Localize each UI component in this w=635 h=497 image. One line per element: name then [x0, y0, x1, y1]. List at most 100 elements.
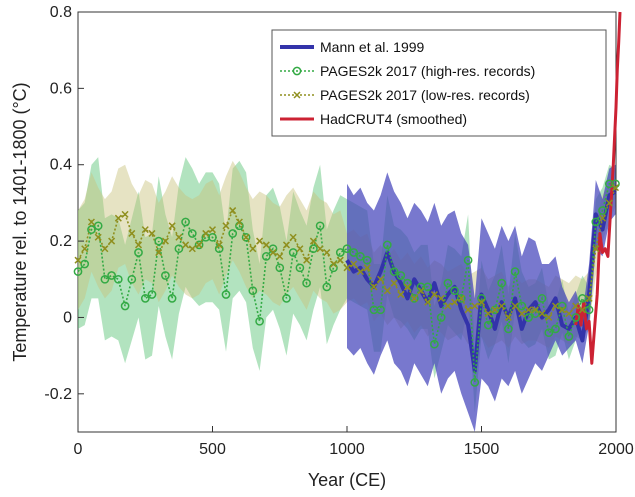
point-pages-high — [551, 324, 560, 334]
point-pages-low — [148, 229, 156, 237]
legend: Mann et al. 1999 PAGES2k 2017 (high-res. … — [271, 29, 607, 137]
legend-label: HadCRUT4 (smoothed) — [320, 111, 467, 127]
point-pages-low — [457, 294, 465, 302]
point-pages-low — [94, 233, 102, 241]
point-pages-high — [430, 339, 439, 349]
point-pages-high — [564, 332, 574, 341]
point-pages-low — [511, 302, 519, 310]
point-pages-low — [141, 226, 149, 234]
point-pages-low — [208, 226, 217, 234]
point-pages-low — [108, 237, 116, 245]
point-pages-low — [175, 233, 183, 241]
point-pages-low — [518, 310, 526, 318]
point-pages-low — [188, 245, 196, 253]
point-pages-low — [578, 306, 586, 314]
point-pages-high — [147, 290, 157, 299]
point-pages-low — [390, 279, 398, 287]
point-pages-high — [456, 294, 466, 303]
point-pages-high — [208, 232, 217, 242]
point-pages-low — [531, 306, 539, 314]
point-pages-low — [215, 241, 223, 249]
point-pages-high — [309, 244, 318, 254]
point-pages-low — [437, 294, 445, 302]
point-pages-high — [490, 305, 500, 315]
point-pages-high — [335, 248, 345, 257]
y-tick-label: 0.2 — [50, 233, 72, 250]
point-pages-low — [262, 241, 270, 249]
y-axis-label: Temperature rel. to 1401-1800 (°C) — [10, 82, 30, 361]
point-pages-low — [182, 241, 190, 249]
point-pages-low — [155, 249, 163, 257]
point-pages-high — [134, 248, 143, 257]
point-pages-high — [87, 225, 96, 234]
x-tick-label: 500 — [199, 441, 226, 458]
y-tick-label: 0.4 — [50, 157, 72, 174]
point-pages-low — [444, 302, 452, 310]
point-pages-low — [498, 302, 506, 310]
point-pages-high — [282, 294, 291, 303]
point-pages-low — [383, 287, 391, 295]
point-pages-low — [484, 310, 492, 318]
point-pages-low — [114, 214, 122, 222]
point-pages-low — [491, 306, 499, 314]
x-axis-ticks: 0 500 1000 1500 2000 — [74, 426, 634, 458]
series-markers — [73, 179, 620, 387]
point-pages-high — [544, 328, 554, 338]
x-tick-label: 2000 — [598, 441, 634, 458]
point-pages-low — [330, 260, 338, 268]
point-pages-high — [409, 294, 419, 303]
point-pages-low — [403, 283, 412, 291]
legend-marker-circle — [292, 66, 302, 76]
point-pages-low — [464, 306, 472, 314]
point-pages-high — [436, 313, 446, 322]
point-pages-low — [128, 229, 136, 237]
point-pages-low — [269, 249, 277, 257]
point-pages-low — [350, 260, 358, 268]
point-pages-high — [349, 248, 359, 257]
point-pages-low — [87, 218, 95, 226]
point-pages-low — [525, 306, 533, 314]
point-pages-high — [571, 313, 581, 322]
point-pages-high — [376, 305, 385, 315]
legend-marker-x — [293, 91, 301, 99]
point-pages-high — [517, 301, 527, 311]
point-pages-low — [202, 229, 210, 237]
point-pages-low — [572, 302, 580, 310]
point-pages-high — [396, 271, 406, 280]
point-pages-low — [195, 241, 203, 249]
point-pages-high — [73, 267, 83, 276]
point-pages-high — [120, 301, 130, 311]
point-pages-low — [565, 310, 573, 318]
point-pages-high — [194, 240, 204, 250]
point-pages-high — [450, 286, 459, 296]
point-pages-high — [140, 294, 150, 303]
y-tick-label: 0.8 — [50, 4, 72, 21]
point-pages-low — [424, 298, 432, 306]
legend-label: Mann et al. 1999 — [320, 39, 425, 55]
point-pages-high — [510, 267, 520, 276]
x-tick-label: 0 — [74, 441, 83, 458]
point-pages-high — [80, 259, 90, 269]
point-pages-high — [100, 274, 110, 284]
point-pages-high — [497, 278, 507, 288]
point-pages-high — [537, 294, 547, 303]
y-tick-label: -0.2 — [44, 386, 72, 403]
point-pages-low — [605, 199, 613, 207]
point-pages-low — [397, 291, 405, 299]
point-pages-low — [363, 264, 371, 272]
point-pages-low — [356, 268, 364, 276]
point-pages-high — [248, 286, 258, 296]
point-pages-low — [222, 222, 230, 230]
point-pages-low — [242, 233, 250, 241]
point-pages-low — [585, 294, 593, 302]
y-axis-ticks: -0.2 0 0.2 0.4 0.6 0.8 — [44, 4, 84, 403]
point-pages-low — [471, 302, 479, 310]
y-tick-label: 0 — [63, 309, 72, 326]
point-pages-high — [584, 305, 594, 315]
point-pages-high — [470, 378, 480, 387]
point-pages-low — [599, 214, 607, 222]
point-pages-low — [235, 218, 243, 226]
point-pages-low — [303, 256, 311, 264]
point-pages-low — [282, 241, 291, 249]
